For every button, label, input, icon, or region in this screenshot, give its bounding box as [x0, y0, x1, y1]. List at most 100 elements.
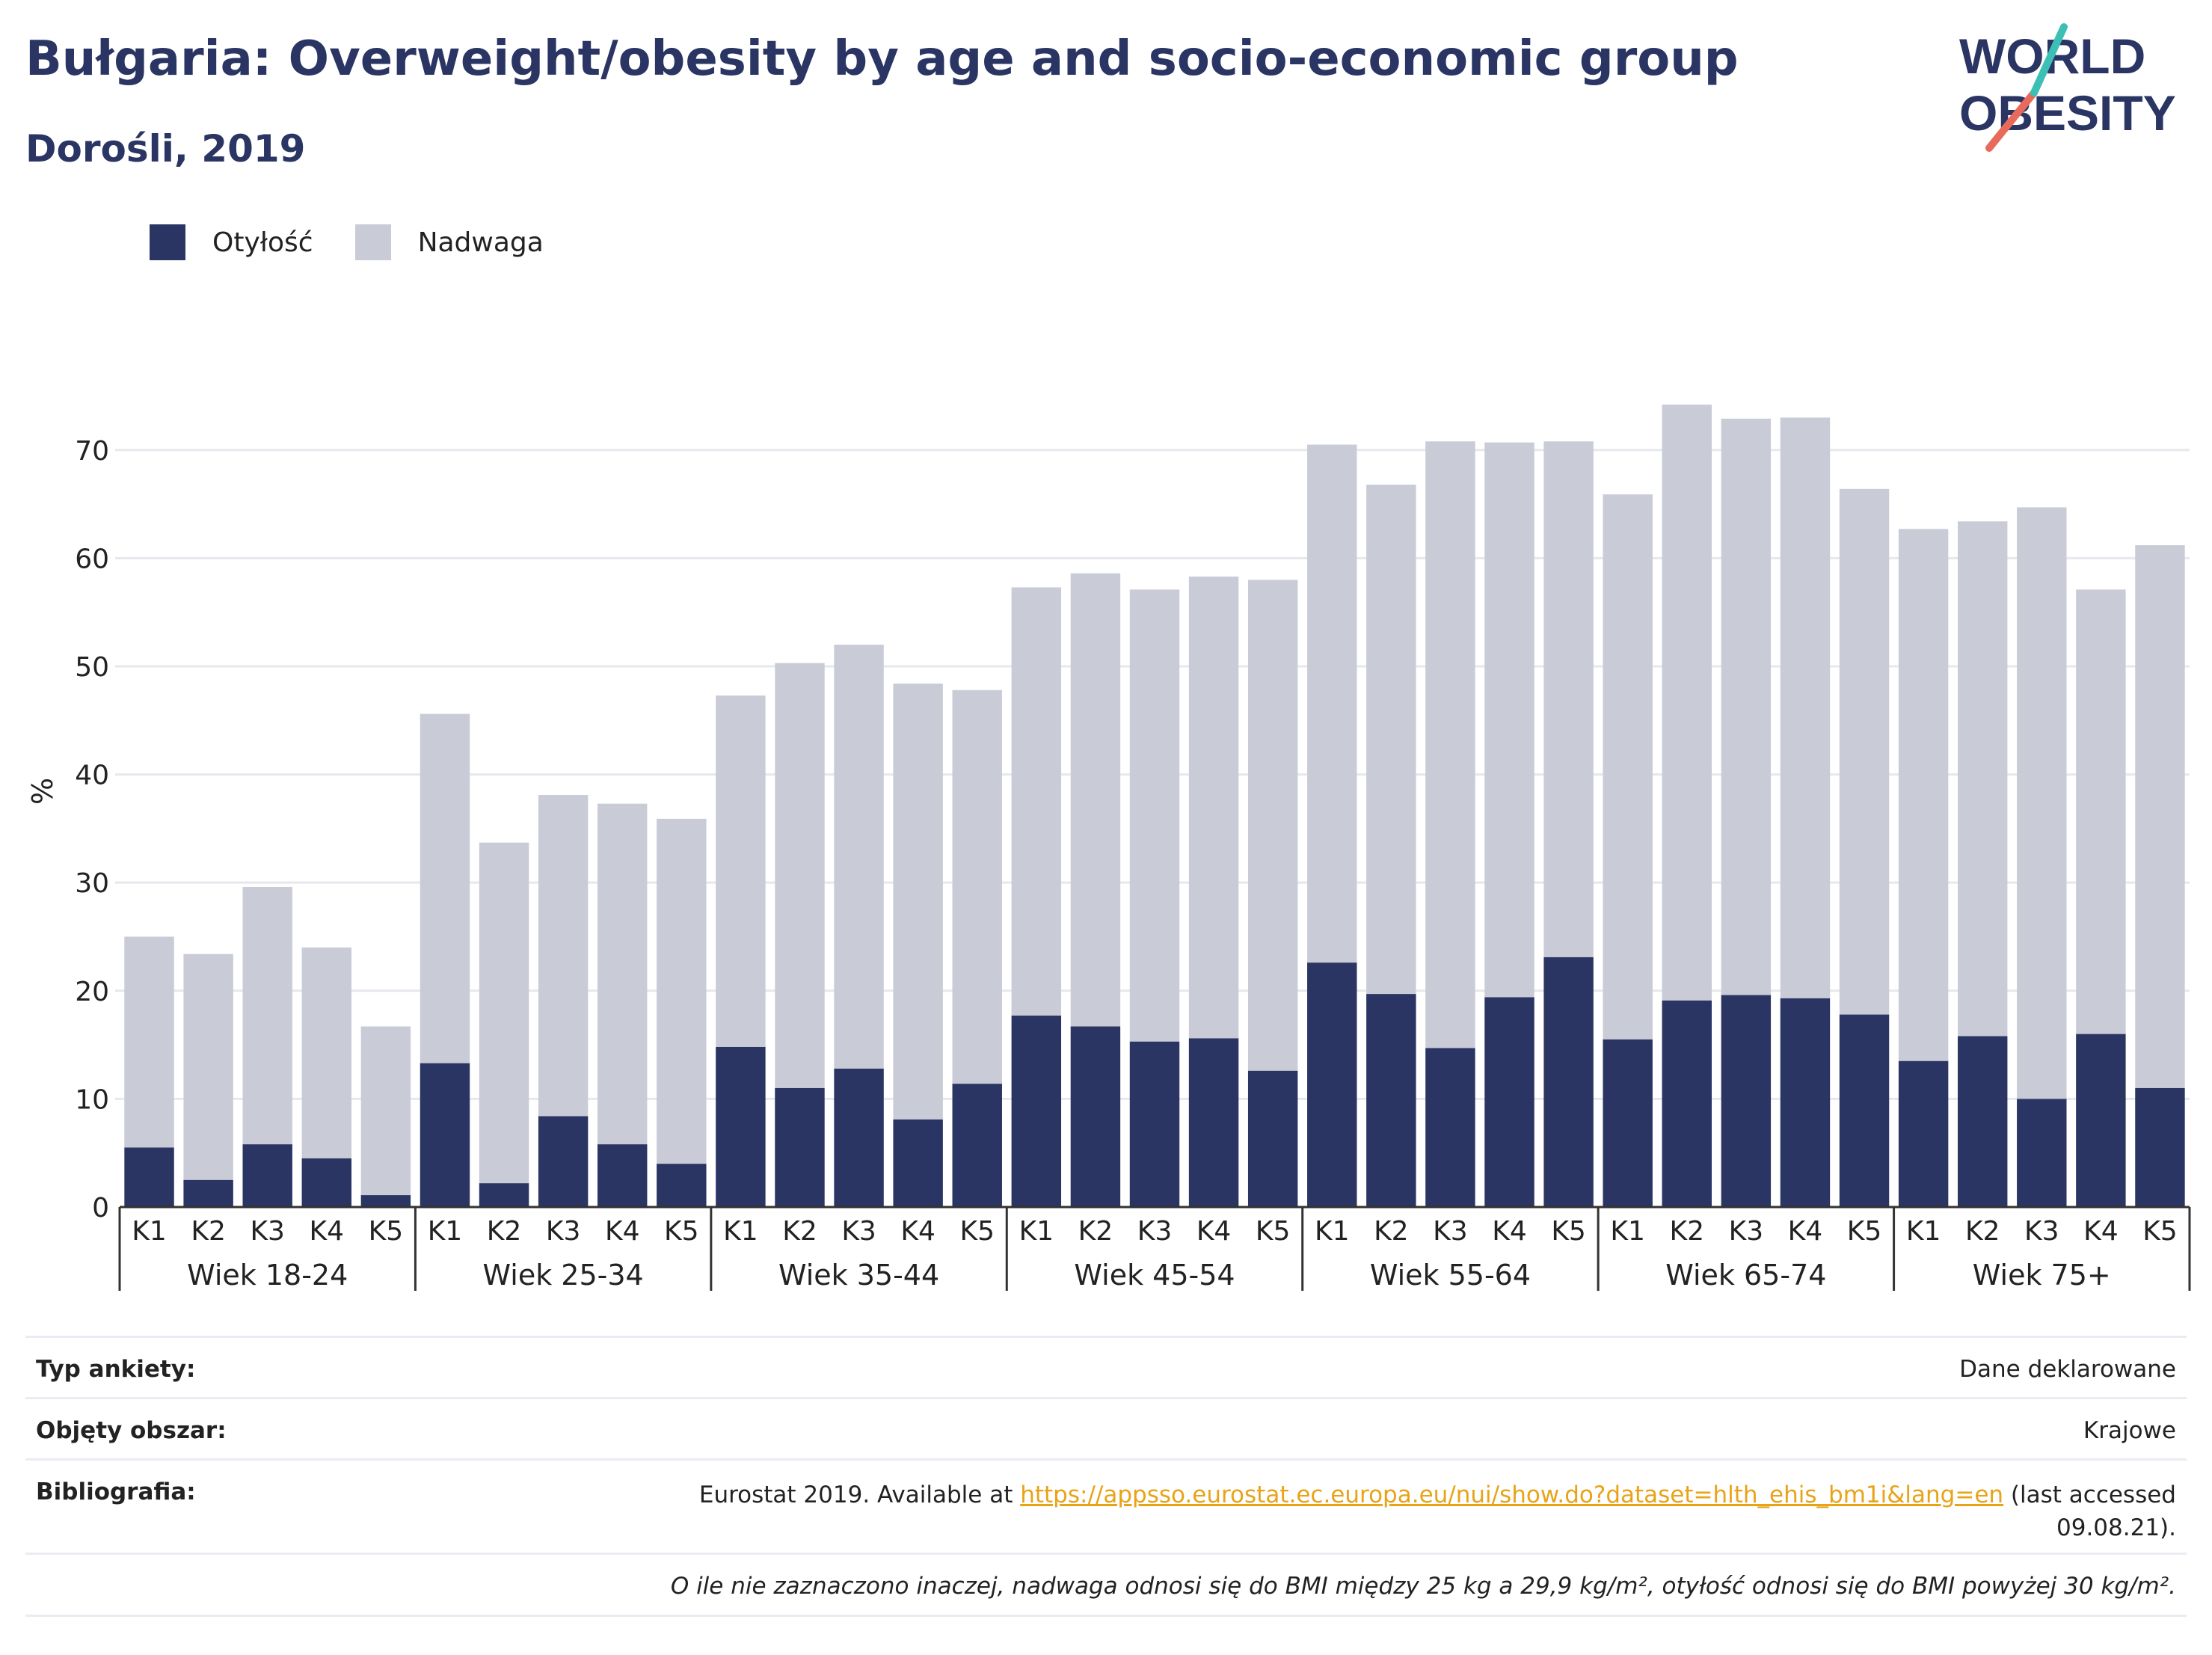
bar-overweight — [1070, 573, 1121, 1027]
logo-line2: OBESITY — [1959, 85, 2176, 141]
x-tick-label: K4 — [1788, 1216, 1823, 1247]
bar-overweight — [1484, 442, 1534, 998]
bar-obesity — [2076, 1034, 2126, 1207]
x-tick-label: K4 — [1492, 1216, 1527, 1247]
y-axis-label: % — [26, 778, 59, 805]
legend: Otyłość Nadwaga — [150, 223, 586, 262]
x-tick-label: K5 — [664, 1216, 699, 1247]
bar-obesity — [1603, 1039, 1653, 1207]
bar-overweight — [124, 936, 174, 1148]
x-tick-label: K4 — [2083, 1216, 2119, 1247]
bar-obesity — [538, 1116, 589, 1207]
x-tick-label: K5 — [369, 1216, 404, 1247]
bar-obesity — [893, 1119, 943, 1207]
group-label: Wiek 35-44 — [778, 1259, 939, 1292]
legend-label-obesity: Otyłość — [212, 227, 313, 258]
meta-label-area: Objęty obszar: — [36, 1417, 227, 1444]
bar-overweight — [775, 663, 825, 1088]
bar-overweight — [479, 842, 529, 1184]
group-label: Wiek 75+ — [1973, 1259, 2111, 1292]
stacked-bar-chart: 0 10 20 30 40 50 60 70% K1 K2 K3 K4 K5 Wiek 18-24 K1 K2… — [26, 405, 2191, 1292]
bar-overweight — [1780, 417, 1831, 998]
x-tick-label: K1 — [1610, 1216, 1645, 1247]
bar-obesity — [952, 1084, 1002, 1207]
bar-obesity — [1839, 1014, 1890, 1207]
bar-obesity — [360, 1195, 411, 1207]
bibliography-accessed: (last accessed — [2003, 1481, 2176, 1508]
bar-overweight — [1129, 589, 1180, 1042]
bar-overweight — [360, 1026, 411, 1196]
bar-overweight — [952, 690, 1002, 1084]
bar-obesity — [1484, 997, 1534, 1207]
bar-obesity — [1247, 1070, 1298, 1207]
y-tick-label: 20 — [75, 977, 109, 1007]
bar-overweight — [1662, 405, 1712, 1001]
x-tick-label: K4 — [310, 1216, 345, 1247]
bar-obesity — [420, 1063, 470, 1207]
x-tick-label: K5 — [1847, 1216, 1882, 1247]
bar-obesity — [834, 1068, 884, 1207]
y-tick-label: 10 — [75, 1084, 109, 1115]
x-tick-label: K3 — [1137, 1216, 1173, 1247]
bar-overweight — [1247, 580, 1298, 1071]
x-tick-label: K3 — [1729, 1216, 1764, 1247]
bar-obesity — [597, 1144, 648, 1207]
y-tick-label: 60 — [75, 544, 109, 574]
bar-obesity — [1898, 1060, 1949, 1207]
bar-obesity — [124, 1147, 174, 1207]
meta-row-area: Objęty obszar: Krajowe — [25, 1397, 2187, 1459]
bar-obesity — [479, 1183, 529, 1207]
x-tick-label: K3 — [250, 1216, 285, 1247]
bar-obesity — [1366, 994, 1416, 1207]
bar-obesity — [1543, 957, 1594, 1207]
bar-obesity — [183, 1179, 233, 1207]
x-tick-label: K2 — [1078, 1216, 1113, 1247]
bar-overweight — [1543, 441, 1594, 957]
x-tick-label: K3 — [2024, 1216, 2059, 1247]
bibliography-date: 09.08.21). — [2056, 1514, 2176, 1541]
bar-overweight — [597, 803, 648, 1145]
bar-obesity — [1780, 998, 1831, 1207]
y-tick-label: 50 — [75, 652, 109, 683]
group-label: Wiek 25-34 — [483, 1259, 644, 1292]
legend-label-overweight: Nadwaga — [417, 227, 544, 258]
chart-title: Bułgaria: Overweight/obesity by age and … — [25, 31, 1739, 87]
bar-obesity — [242, 1144, 292, 1207]
footnote: O ile nie zaznaczono inaczej, nadwaga od… — [670, 1573, 2176, 1600]
x-tick-label: K1 — [428, 1216, 463, 1247]
bar-overweight — [2076, 589, 2126, 1034]
bar-obesity — [1662, 1000, 1712, 1207]
y-tick-label: 0 — [92, 1193, 109, 1223]
bibliography-text: Eurostat 2019. Available at — [698, 1481, 1021, 1508]
bar-obesity — [301, 1158, 352, 1207]
bar-overweight — [2017, 507, 2067, 1099]
x-tick-label: K1 — [132, 1216, 167, 1247]
bibliography-link[interactable]: https://appsso.eurostat.ec.europa.eu/nui… — [1020, 1481, 2004, 1508]
bar-overweight — [183, 954, 233, 1180]
bar-overweight — [1898, 529, 1949, 1061]
bar-overweight — [1011, 587, 1062, 1016]
x-tick-label: K2 — [782, 1216, 817, 1247]
bar-overweight — [1188, 576, 1239, 1039]
x-tick-label: K3 — [841, 1216, 876, 1247]
bar-obesity — [657, 1164, 707, 1207]
bar-obesity — [1425, 1048, 1475, 1207]
legend-item-obesity[interactable]: Otyłość — [150, 224, 313, 260]
bar-overweight — [420, 713, 470, 1063]
bar-overweight — [1366, 485, 1416, 995]
y-tick-label: 40 — [75, 761, 109, 791]
meta-label-bibliography: Bibliografia: — [36, 1479, 196, 1505]
meta-value-survey: Dane deklarowane — [1959, 1356, 2176, 1383]
x-tick-label: K2 — [191, 1216, 226, 1247]
legend-swatch-overweight — [354, 224, 391, 260]
bar-overweight — [1839, 488, 1890, 1015]
bar-overweight — [1425, 441, 1475, 1048]
meta-value-area: Krajowe — [2083, 1417, 2176, 1444]
bar-overweight — [2135, 545, 2185, 1088]
meta-row-footnote: O ile nie zaznaczono inaczej, nadwaga od… — [25, 1553, 2187, 1617]
legend-item-overweight[interactable]: Nadwaga — [354, 224, 544, 260]
bar-overweight — [301, 947, 352, 1158]
meta-row-survey: Typ ankiety: Dane deklarowane — [25, 1336, 2187, 1398]
bar-overweight — [1603, 494, 1653, 1040]
meta-value-bibliography: Eurostat 2019. Available at https://apps… — [699, 1479, 2176, 1544]
